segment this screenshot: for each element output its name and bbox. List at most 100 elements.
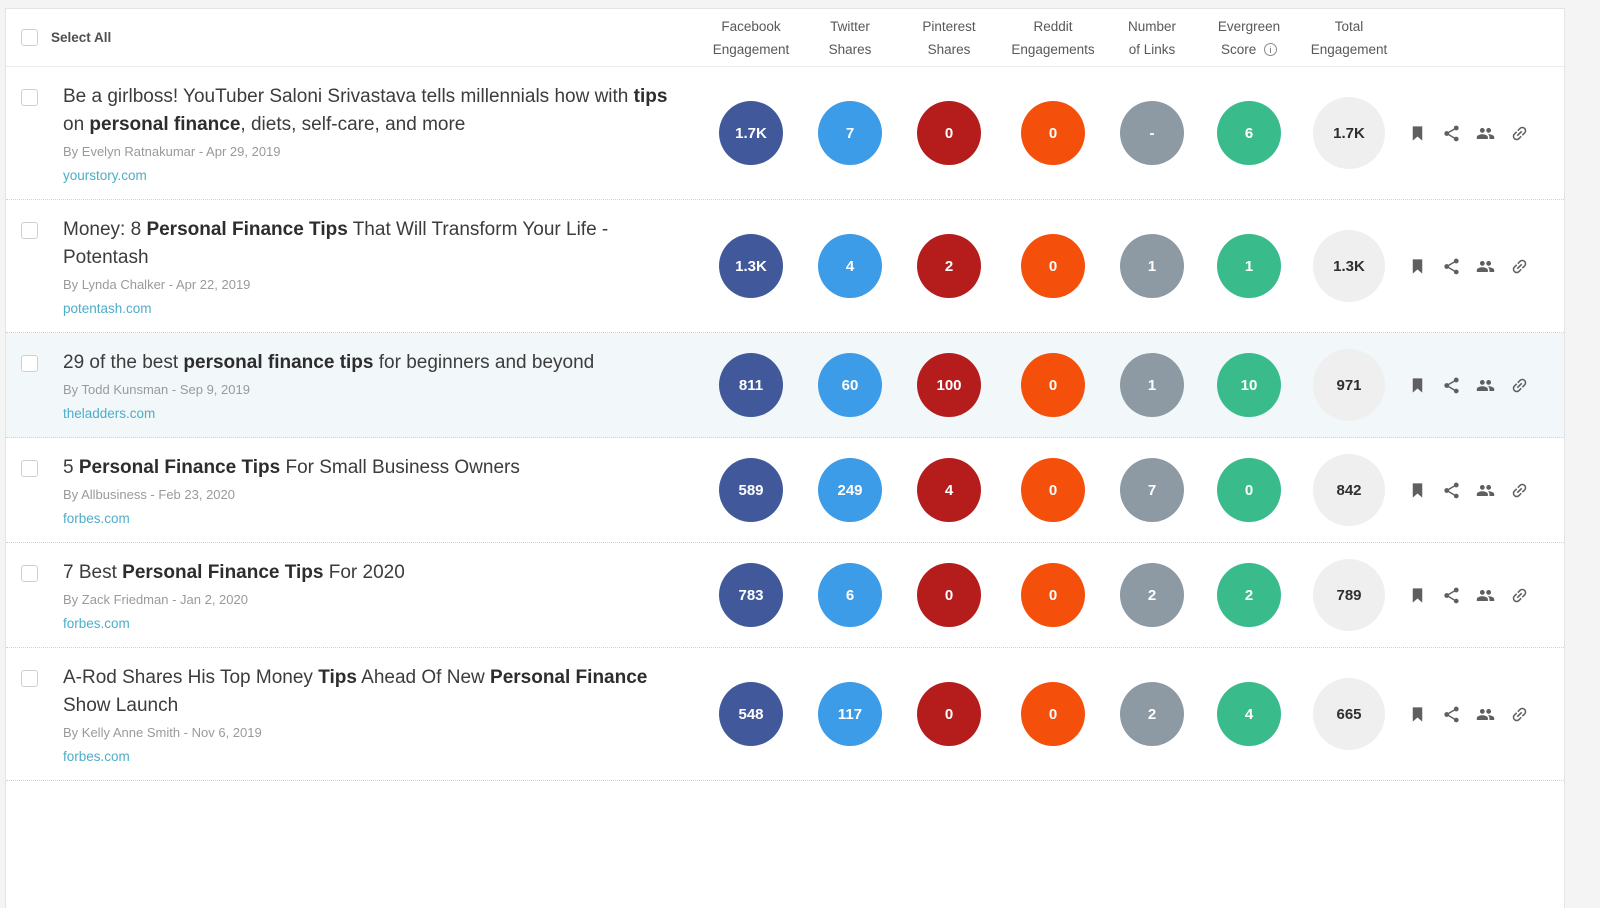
article-domain-link[interactable]: potentash.com [63,301,152,316]
twitter-shares-badge: 7 [818,101,882,165]
evergreen-score-cell: 6 [1199,101,1299,165]
backlink-icon[interactable] [1506,477,1533,504]
bookmark-icon[interactable] [1408,376,1427,395]
row-checkbox[interactable] [21,670,38,687]
total-engagement-badge: 789 [1313,559,1385,631]
row-actions [1399,705,1564,724]
users-icon[interactable] [1476,376,1495,395]
article-title-link[interactable]: 29 of the best personal finance tips for… [63,352,595,373]
column-header-twitter: Twitter Shares [803,15,897,61]
backlink-icon[interactable] [1506,253,1533,280]
column-header-label: Reddit Engagements [1011,18,1095,57]
article-title-link[interactable]: Be a girlboss! YouTuber Saloni Srivastav… [63,86,668,135]
share-icon[interactable] [1442,257,1461,276]
number-of-links-cell: 2 [1105,563,1199,627]
column-header-label: Pinterest Shares [922,18,976,57]
share-icon[interactable] [1442,376,1461,395]
column-header-links: Number of Links [1105,15,1199,61]
pinterest-shares-badge: 0 [917,563,981,627]
number-of-links-badge: 2 [1120,563,1184,627]
row-actions [1399,376,1564,395]
row-checkbox[interactable] [21,355,38,372]
result-row: 7 Best Personal Finance Tips For 2020 By… [6,543,1564,648]
share-icon[interactable] [1442,705,1461,724]
article-domain-link[interactable]: forbes.com [63,511,130,526]
row-checkbox[interactable] [21,222,38,239]
bookmark-icon[interactable] [1408,705,1427,724]
users-icon[interactable] [1476,586,1495,605]
article-domain-link[interactable]: theladders.com [63,406,156,421]
total-engagement-badge: 842 [1313,454,1385,526]
column-header-label: Evergreen Score i [1217,18,1281,57]
total-engagement-badge: 1.7K [1313,97,1385,169]
number-of-links-cell: 7 [1105,458,1199,522]
article-title-link[interactable]: 7 Best Personal Finance Tips For 2020 [63,562,405,583]
column-header-label: Total Engagement [1310,18,1388,57]
bookmark-icon[interactable] [1408,257,1427,276]
column-header-label: Twitter Shares [828,18,872,57]
row-actions [1399,481,1564,500]
number-of-links-badge: 1 [1120,353,1184,417]
article-title-link[interactable]: A-Rod Shares His Top Money Tips Ahead Of… [63,667,648,716]
article-byline: By Kelly Anne Smith - Nov 6, 2019 [63,725,262,740]
result-row: A-Rod Shares His Top Money Tips Ahead Of… [6,648,1564,781]
twitter-shares-cell: 6 [803,563,897,627]
bookmark-icon[interactable] [1408,124,1427,143]
number-of-links-badge: 7 [1120,458,1184,522]
row-checkbox[interactable] [21,565,38,582]
twitter-shares-badge: 6 [818,563,882,627]
twitter-shares-cell: 4 [803,234,897,298]
article-title-link[interactable]: Money: 8 Personal Finance Tips That Will… [63,219,609,268]
article-info: Money: 8 Personal Finance Tips That Will… [6,216,699,316]
users-icon[interactable] [1476,481,1495,500]
evergreen-score-badge: 1 [1217,234,1281,298]
column-header-label: Number of Links [1127,18,1176,57]
number-of-links-badge: 1 [1120,234,1184,298]
article-domain-link[interactable]: yourstory.com [63,168,147,183]
backlink-icon[interactable] [1506,582,1533,609]
share-icon[interactable] [1442,481,1461,500]
article-domain-link[interactable]: forbes.com [63,749,130,764]
evergreen-score-badge: 2 [1217,563,1281,627]
facebook-engagement-cell: 1.7K [699,101,803,165]
backlink-icon[interactable] [1506,372,1533,399]
row-actions [1399,124,1564,143]
twitter-shares-badge: 60 [818,353,882,417]
reddit-engagements-badge: 0 [1021,563,1085,627]
row-checkbox[interactable] [21,460,38,477]
row-actions [1399,257,1564,276]
select-all-checkbox[interactable] [21,29,38,46]
column-header-evergreen: Evergreen Score i [1199,15,1299,61]
backlink-icon[interactable] [1506,701,1533,728]
row-checkbox[interactable] [21,89,38,106]
facebook-engagement-badge: 1.7K [719,101,783,165]
users-icon[interactable] [1476,705,1495,724]
users-icon[interactable] [1476,124,1495,143]
pinterest-shares-badge: 0 [917,682,981,746]
pinterest-shares-badge: 100 [917,353,981,417]
result-row: 29 of the best personal finance tips for… [6,333,1564,438]
info-icon[interactable]: i [1264,42,1278,56]
number-of-links-badge: - [1120,101,1184,165]
article-byline: By Zack Friedman - Jan 2, 2020 [63,592,248,607]
twitter-shares-cell: 60 [803,353,897,417]
bookmark-icon[interactable] [1408,586,1427,605]
facebook-engagement-cell: 1.3K [699,234,803,298]
article-domain-link[interactable]: forbes.com [63,616,130,631]
users-icon[interactable] [1476,257,1495,276]
reddit-engagements-badge: 0 [1021,234,1085,298]
total-engagement-cell: 1.7K [1299,97,1399,169]
bookmark-icon[interactable] [1408,481,1427,500]
backlink-icon[interactable] [1506,120,1533,147]
share-icon[interactable] [1442,124,1461,143]
reddit-engagements-cell: 0 [1001,682,1105,746]
article-title-link[interactable]: 5 Personal Finance Tips For Small Busine… [63,457,520,478]
result-row: 5 Personal Finance Tips For Small Busine… [6,438,1564,543]
reddit-engagements-cell: 0 [1001,563,1105,627]
share-icon[interactable] [1442,586,1461,605]
reddit-engagements-badge: 0 [1021,682,1085,746]
reddit-engagements-cell: 0 [1001,458,1105,522]
total-engagement-cell: 842 [1299,454,1399,526]
facebook-engagement-cell: 783 [699,563,803,627]
twitter-shares-cell: 117 [803,682,897,746]
